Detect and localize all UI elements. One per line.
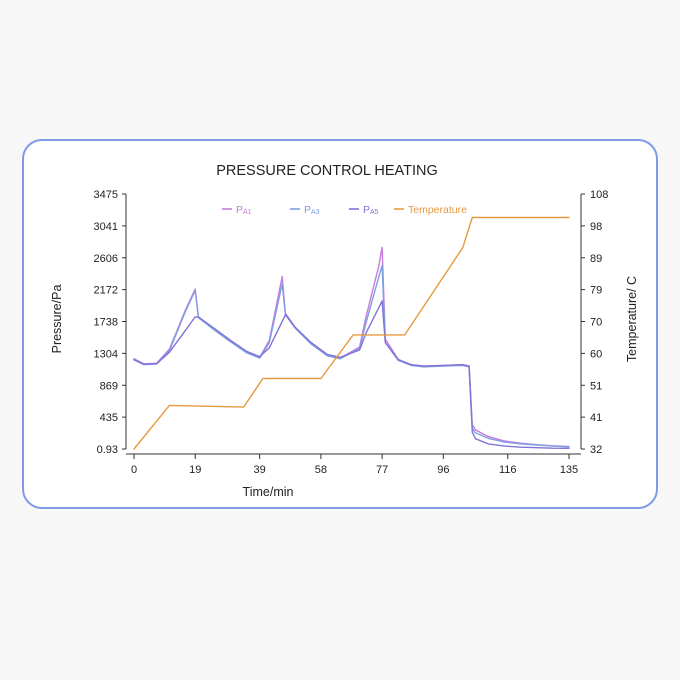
y-right-tick-label: 79 bbox=[590, 285, 602, 297]
legend-item: PA3 bbox=[290, 204, 320, 216]
y-left-tick-label: 1738 bbox=[94, 317, 118, 329]
series-lines bbox=[133, 216, 570, 450]
chart: PRESSURE CONTROL HEATING PA1 PA3 PA5 Temper… bbox=[50, 163, 639, 499]
y-left-tick-label: 1304 bbox=[94, 348, 118, 360]
legend-item: PA1 bbox=[222, 204, 252, 216]
x-axis-title: Time/min bbox=[243, 485, 294, 499]
y-left-tick-label: 2172 bbox=[94, 285, 118, 297]
y-left-tick-label: 2606 bbox=[94, 253, 118, 265]
y-right-tick-label: 32 bbox=[590, 444, 602, 456]
y-right-tick-label: 98 bbox=[590, 221, 602, 233]
y-right-tick-label: 51 bbox=[590, 380, 602, 392]
series-line-pa1 bbox=[133, 246, 570, 448]
x-tick-label: 0 bbox=[131, 464, 137, 476]
x-tick-label: 58 bbox=[315, 464, 327, 476]
legend-label: PA5 bbox=[363, 204, 379, 216]
x-tick-label: 19 bbox=[189, 464, 201, 476]
x-tick-label: 96 bbox=[437, 464, 449, 476]
legend: PA1 PA3 PA5 Temperature bbox=[222, 204, 467, 216]
y-right-tick-label: 70 bbox=[590, 317, 602, 329]
series-line-temperature bbox=[133, 216, 570, 450]
x-axis-ticks: 0 19 39 58 77 96 116 135 bbox=[131, 454, 578, 476]
y-axis-right-title: Temperature/ C bbox=[625, 276, 639, 362]
chart-card: PRESSURE CONTROL HEATING PA1 PA3 PA5 Temper… bbox=[22, 139, 658, 509]
y-left-tick-label: 869 bbox=[100, 380, 118, 392]
chart-title: PRESSURE CONTROL HEATING bbox=[216, 163, 438, 179]
axes bbox=[125, 194, 582, 455]
series-line-pa5 bbox=[133, 300, 570, 449]
legend-item: PA5 bbox=[349, 204, 379, 216]
y-right-tick-label: 89 bbox=[590, 253, 602, 265]
y-left-tick-label: 435 bbox=[100, 412, 118, 424]
y-right-tick-label: 108 bbox=[590, 189, 608, 201]
series-line-pa3 bbox=[133, 264, 570, 448]
y-left-tick-label: 0.93 bbox=[97, 444, 118, 456]
y-left-tick-label: 3041 bbox=[94, 221, 118, 233]
left-axis-ticks: 0.93 435 869 1304 1738 2172 2606 3041 3475 bbox=[94, 189, 126, 456]
y-axis-left-title: Pressure/Pa bbox=[50, 285, 64, 354]
x-tick-label: 39 bbox=[254, 464, 266, 476]
legend-label: PA3 bbox=[304, 204, 320, 216]
legend-label: Temperature bbox=[408, 204, 467, 216]
x-tick-label: 116 bbox=[499, 464, 517, 476]
y-left-tick-label: 3475 bbox=[94, 189, 118, 201]
x-tick-label: 135 bbox=[560, 464, 578, 476]
y-right-tick-label: 60 bbox=[590, 348, 602, 360]
legend-item: Temperature bbox=[394, 204, 467, 216]
y-right-tick-label: 41 bbox=[590, 412, 602, 424]
right-axis-ticks: 32 41 51 60 70 79 89 98 108 bbox=[581, 189, 608, 456]
x-tick-label: 77 bbox=[376, 464, 388, 476]
legend-label: PA1 bbox=[236, 204, 252, 216]
